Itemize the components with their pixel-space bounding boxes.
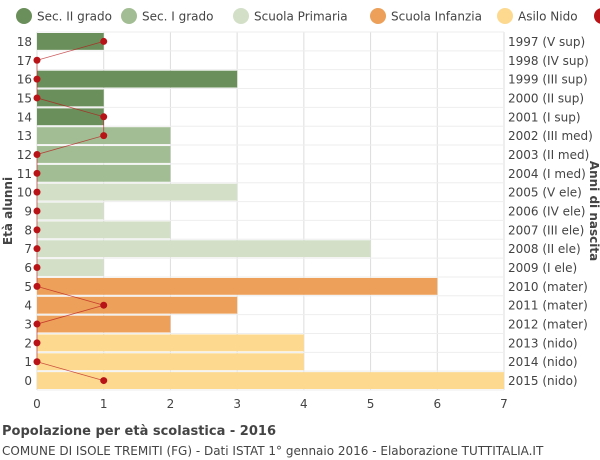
y-tick-label-age: 17 [17, 54, 32, 68]
bar [37, 296, 238, 314]
stranieri-point [33, 188, 41, 196]
y-tick-label-birth: 2012 (mater) [508, 318, 588, 332]
stranieri-point [33, 94, 41, 102]
stranieri-point [33, 282, 41, 290]
x-tick-label: 1 [100, 397, 108, 411]
legend-label: Asilo Nido [518, 10, 578, 24]
y-tick-label-age: 7 [24, 242, 32, 256]
y-tick-label-age: 0 [24, 374, 32, 388]
y-tick-label-birth: 2001 (I sup) [508, 110, 581, 124]
bar [37, 89, 104, 107]
x-tick-label: 0 [33, 397, 41, 411]
y-tick-label-birth: 2002 (III med) [508, 129, 593, 143]
y-axis-label-left: Età alunni [1, 177, 15, 245]
bar [37, 277, 438, 295]
legend-swatch [594, 8, 600, 24]
y-tick-label-birth: 2015 (nido) [508, 374, 578, 388]
y-tick-label-birth: 1997 (V sup) [508, 35, 585, 49]
y-tick-label-age: 2 [24, 336, 32, 350]
y-tick-label-age: 15 [17, 91, 32, 105]
x-tick-label: 6 [433, 397, 441, 411]
stranieri-point [33, 339, 41, 347]
legend-label: Scuola Primaria [254, 10, 348, 24]
y-tick-label-age: 5 [24, 280, 32, 294]
y-tick-label-age: 13 [17, 129, 32, 143]
chart-subtitle: COMUNE DI ISOLE TREMITI (FG) - Dati ISTA… [2, 444, 544, 458]
y-tick-label-birth: 1998 (IV sup) [508, 54, 589, 68]
y-tick-label-age: 10 [17, 186, 32, 200]
x-tick-label: 4 [300, 397, 308, 411]
legend-swatch [121, 8, 137, 24]
y-axis-label-right: Anni di nascita [587, 161, 600, 261]
legend-swatch [370, 8, 386, 24]
legend-label: Scuola Infanzia [391, 10, 482, 24]
y-tick-label-birth: 2008 (II ele) [508, 242, 581, 256]
y-tick-label-birth: 2013 (nido) [508, 336, 578, 350]
y-tick-label-age: 4 [24, 299, 32, 313]
bar [37, 372, 504, 389]
bar [37, 259, 104, 276]
y-tick-label-birth: 2009 (I ele) [508, 261, 577, 275]
y-tick-label-age: 11 [17, 167, 32, 181]
bar [37, 334, 304, 352]
population-bar-chart: Sec. II grado Sec. I grado Scuola Primaria… [1, 8, 600, 411]
y-tick-label-age: 9 [24, 205, 32, 219]
bar [37, 70, 238, 88]
y-tick-label-birth: 2014 (nido) [508, 355, 578, 369]
stranieri-point [33, 264, 41, 272]
y-tick-label-birth: 2004 (I med) [508, 167, 586, 181]
y-tick-label-age: 14 [17, 110, 32, 124]
stranieri-point [100, 37, 108, 45]
y-tick-label-age: 8 [24, 223, 32, 237]
stranieri-point [33, 56, 41, 64]
stranieri-point [33, 245, 41, 253]
bar [37, 164, 171, 182]
bar [37, 240, 371, 258]
y-tick-label-birth: 2006 (IV ele) [508, 205, 585, 219]
stranieri-point [33, 169, 41, 177]
bar [37, 221, 171, 239]
stranieri-point [33, 320, 41, 328]
stranieri-point [33, 358, 41, 366]
stranieri-point [100, 301, 108, 309]
bar [37, 315, 171, 333]
x-tick-label: 2 [167, 397, 175, 411]
bar [37, 108, 104, 126]
y-tick-label-birth: 2003 (II med) [508, 148, 589, 162]
y-tick-label-age: 16 [17, 73, 32, 87]
y-tick-label-age: 1 [24, 355, 32, 369]
bar [37, 33, 104, 50]
legend-label: Sec. II grado [37, 10, 112, 24]
x-tick-label: 7 [500, 397, 508, 411]
y-tick-label-birth: 2000 (II sup) [508, 91, 584, 105]
y-tick-label-age: 12 [17, 148, 32, 162]
y-tick-label-birth: 1999 (III sup) [508, 73, 588, 87]
stranieri-point [100, 113, 108, 121]
y-tick-label-age: 3 [24, 318, 32, 332]
y-tick-label-birth: 2007 (III ele) [508, 223, 584, 237]
y-tick-label-birth: 2010 (mater) [508, 280, 588, 294]
chart-title: Popolazione per età scolastica - 2016 [2, 424, 276, 439]
y-tick-label-age: 6 [24, 261, 32, 275]
x-tick-label: 3 [233, 397, 241, 411]
legend-swatch [497, 8, 513, 24]
stranieri-point [33, 207, 41, 215]
stranieri-point [100, 377, 108, 385]
bar [37, 202, 104, 220]
bar [37, 353, 304, 371]
y-tick-label-birth: 2005 (V ele) [508, 186, 582, 200]
x-tick-label: 5 [367, 397, 375, 411]
y-tick-label-age: 18 [17, 35, 32, 49]
legend-label: Sec. I grado [142, 10, 213, 24]
stranieri-point [100, 132, 108, 140]
legend-swatch [16, 8, 32, 24]
bar [37, 183, 238, 201]
bar [37, 146, 171, 163]
legend-swatch [233, 8, 249, 24]
stranieri-point [33, 75, 41, 83]
stranieri-point [33, 150, 41, 158]
y-tick-label-birth: 2011 (mater) [508, 299, 588, 313]
stranieri-point [33, 226, 41, 234]
